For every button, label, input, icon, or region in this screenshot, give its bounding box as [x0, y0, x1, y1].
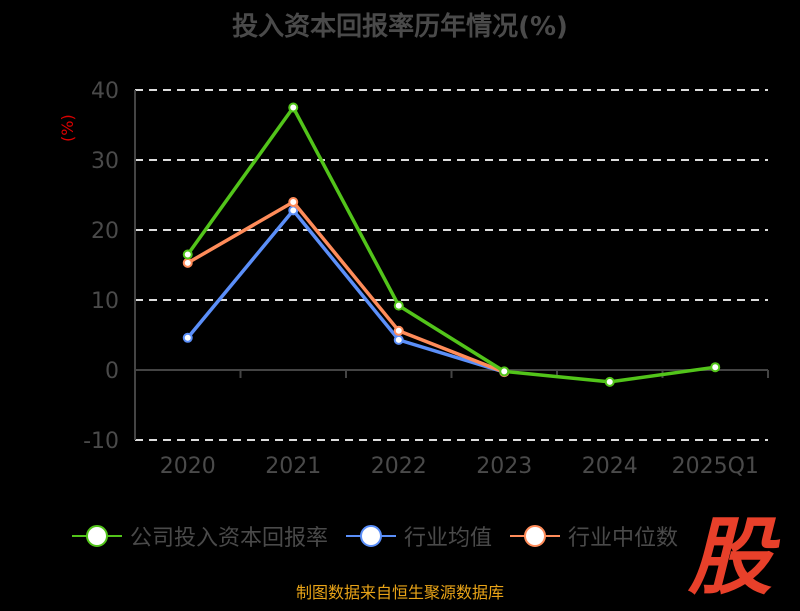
data-point	[604, 376, 615, 387]
data-point	[182, 257, 193, 268]
x-tick-label: 2024	[582, 454, 638, 479]
data-point	[499, 366, 510, 377]
y-tick-label: 40	[91, 79, 119, 104]
x-tick-label: 2020	[160, 454, 216, 479]
legend-item-industry-mean[interactable]: 行业均值	[346, 520, 492, 552]
x-tick-label: 2021	[265, 454, 321, 479]
x-tick-label: 2025Q1	[672, 454, 759, 479]
watermark-logo: 股	[688, 508, 773, 606]
legend-label: 行业均值	[404, 526, 493, 551]
data-point	[182, 249, 193, 260]
data-point	[288, 197, 299, 207]
chart-title: 投入资本回报率历年情况(%)	[232, 12, 568, 42]
x-tick-label: 2023	[476, 454, 532, 479]
legend-label: 公司投入资本回报率	[130, 526, 329, 551]
y-tick-label: -10	[83, 429, 119, 454]
y-tick-label: 30	[91, 149, 119, 174]
series-line	[186, 207, 505, 374]
legend-label: 行业中位数	[568, 526, 679, 551]
series-line	[186, 199, 505, 374]
data-point	[288, 102, 299, 113]
source-note: 制图数据来自恒生聚源数据库	[295, 583, 504, 602]
legend: 公司投入资本回报率 行业均值 行业中位数	[72, 520, 678, 552]
y-tick-label: 0	[105, 359, 119, 384]
y-tick-label: 10	[91, 289, 119, 314]
y-tick-label: 20	[91, 219, 119, 244]
data-point	[393, 300, 404, 311]
x-tick-label: 2022	[371, 454, 427, 479]
series-line	[186, 104, 716, 384]
legend-item-industry-median[interactable]: 行业中位数	[510, 520, 678, 552]
data-point	[393, 334, 404, 345]
data-point	[710, 362, 721, 373]
legend-item-company[interactable]: 公司投入资本回报率	[72, 520, 328, 552]
data-point	[393, 325, 404, 336]
data-point	[182, 332, 193, 343]
